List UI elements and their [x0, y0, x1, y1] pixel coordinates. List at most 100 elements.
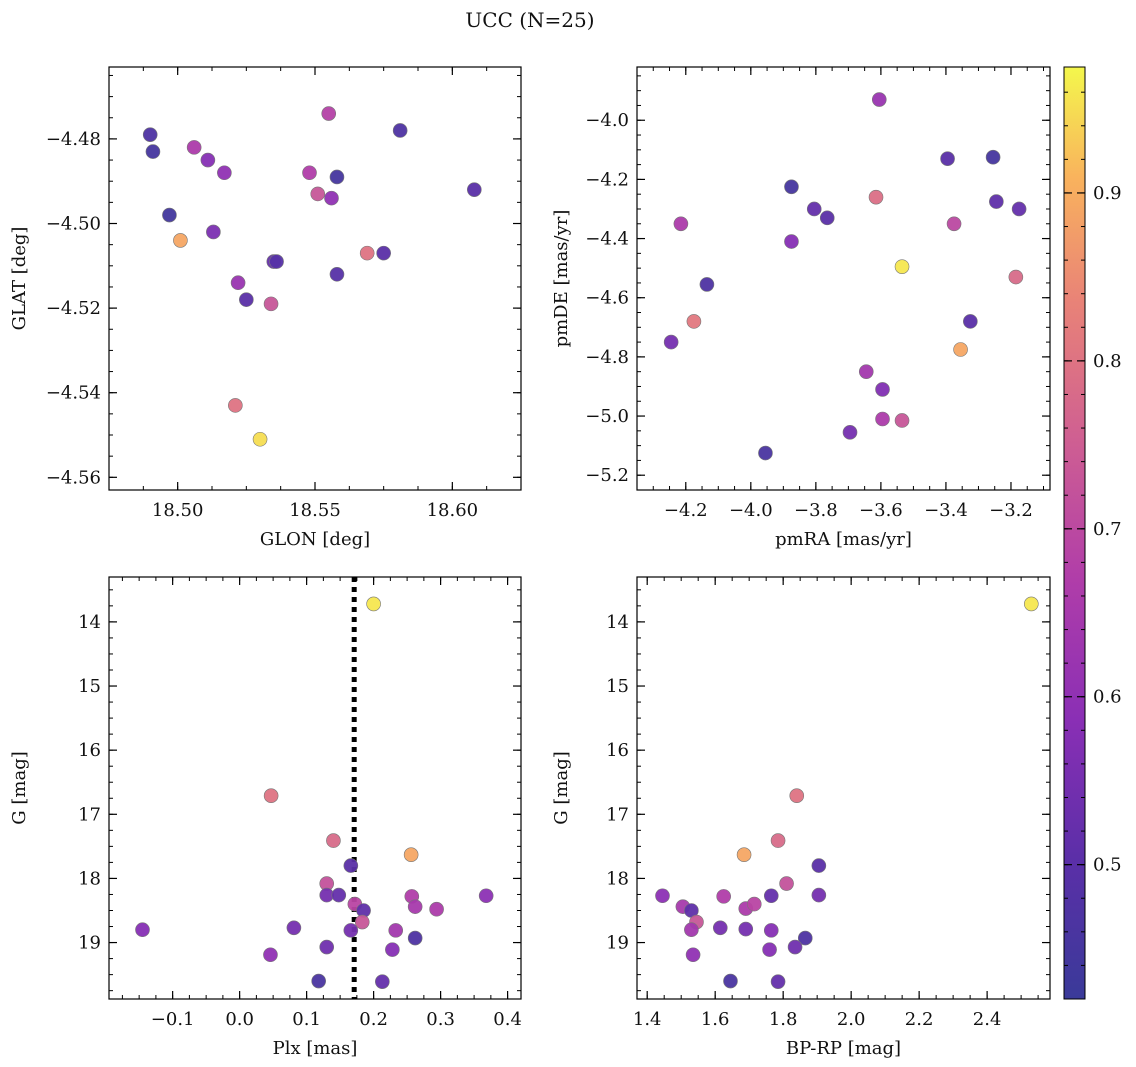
x-tick-label: 18.55	[289, 500, 341, 521]
data-point	[388, 923, 404, 938]
data-point	[673, 216, 689, 232]
y-tick-label: 17	[78, 804, 101, 825]
data-point	[376, 245, 391, 261]
y-axis-label: pmDE [mas/yr]	[551, 210, 572, 348]
y-axis-label: G [mag]	[9, 751, 30, 824]
y-tick-label: 18	[606, 868, 629, 889]
data-point	[811, 887, 827, 903]
data-point	[787, 939, 803, 955]
axes-frame	[108, 66, 522, 491]
x-axis-label: BP-RP [mag]	[786, 1038, 901, 1059]
x-tick-label: −0.1	[151, 1009, 195, 1030]
data-point	[311, 973, 326, 989]
data-point	[1008, 269, 1024, 285]
y-tick-label: −4.56	[46, 467, 101, 488]
x-tick-label: 0.2	[359, 1009, 388, 1030]
data-point	[252, 431, 268, 447]
x-tick-label: −3.8	[794, 500, 838, 521]
data-point	[429, 901, 444, 917]
panel-glon-glat: GLON [deg] GLAT [deg] 18.50 18.55 18.60 −4.…	[9, 66, 522, 550]
y-tick-label: −4.8	[585, 347, 629, 368]
data-point	[366, 596, 381, 612]
x-axis-label: Plx [mas]	[273, 1038, 358, 1059]
data-point	[407, 899, 423, 914]
data-point	[763, 923, 779, 938]
data-point	[326, 833, 341, 848]
data-point	[868, 189, 884, 205]
data-point	[186, 140, 202, 155]
x-tick-label: −3.2	[989, 500, 1033, 521]
colorbar-tick-label: 0.9	[1093, 183, 1122, 204]
axes-frame	[108, 576, 522, 1000]
axes-frame	[636, 66, 1051, 491]
colorbar-gradient	[1063, 66, 1086, 1000]
data-point	[963, 314, 978, 329]
data-point	[263, 947, 278, 963]
data-point	[789, 788, 805, 803]
data-point	[329, 169, 345, 185]
figure-title: UCC (N=25)	[465, 8, 594, 32]
data-point	[145, 144, 161, 159]
y-tick-label: −4.54	[46, 383, 101, 404]
y-tick-label: 15	[78, 676, 101, 697]
x-axis-label: pmRA [mas/yr]	[775, 529, 912, 550]
data-point	[738, 921, 754, 937]
data-point	[302, 165, 317, 181]
data-point	[685, 947, 701, 963]
x-tick-label: 18.50	[152, 500, 204, 521]
data-point	[858, 364, 874, 379]
data-point	[321, 106, 337, 121]
data-point	[770, 974, 786, 989]
data-point	[269, 254, 284, 269]
colorbar-tick-label: 0.8	[1093, 351, 1122, 372]
data-point	[478, 888, 494, 904]
x-tick-label: 2.2	[905, 1009, 934, 1030]
data-point	[736, 847, 752, 862]
data-point	[763, 888, 779, 904]
data-point	[343, 923, 359, 938]
data-point	[779, 876, 794, 891]
data-point	[263, 788, 279, 803]
x-tick-label: −3.4	[924, 500, 968, 521]
y-tick-label: 17	[606, 804, 629, 825]
data-point	[162, 207, 177, 223]
data-point	[842, 425, 858, 440]
data-point	[784, 179, 799, 195]
data-point	[940, 151, 955, 166]
y-tick-label: −4.48	[46, 129, 101, 150]
y-tick-label: 16	[78, 740, 101, 761]
y-tick-label: −4.0	[585, 110, 629, 131]
data-point	[723, 973, 738, 989]
y-tick-label: 18	[78, 868, 101, 889]
data-point	[135, 922, 150, 938]
y-tick-label: 19	[78, 933, 101, 954]
x-axis-label: GLON [deg]	[260, 529, 370, 550]
data-point	[663, 334, 679, 350]
y-tick-label: −4.6	[585, 288, 629, 309]
data-point	[758, 445, 773, 461]
y-tick-label: −4.2	[585, 169, 629, 190]
x-tick-label: −4.2	[664, 500, 708, 521]
data-point	[217, 165, 232, 181]
x-tick-label: 1.8	[769, 1009, 798, 1030]
colorbar: 0.5 0.6 0.7 0.8 0.9	[1063, 66, 1122, 1000]
data-point	[989, 194, 1004, 209]
colorbar-tick-label: 0.6	[1093, 687, 1122, 708]
data-point	[200, 152, 216, 168]
x-tick-label: 2.4	[973, 1009, 1002, 1030]
data-point	[324, 190, 339, 206]
axes-frame	[636, 576, 1051, 1000]
data-point	[894, 413, 910, 428]
data-point	[806, 201, 822, 217]
data-point	[1024, 596, 1039, 612]
colorbar-tick-label: 0.5	[1093, 855, 1122, 876]
data-point	[142, 127, 158, 142]
data-point	[953, 342, 968, 357]
data-point	[875, 382, 890, 397]
data-point	[375, 974, 390, 989]
y-tick-label: 16	[606, 740, 629, 761]
y-tick-label: −5.2	[585, 465, 629, 486]
data-point	[684, 922, 699, 938]
data-point	[173, 233, 188, 248]
